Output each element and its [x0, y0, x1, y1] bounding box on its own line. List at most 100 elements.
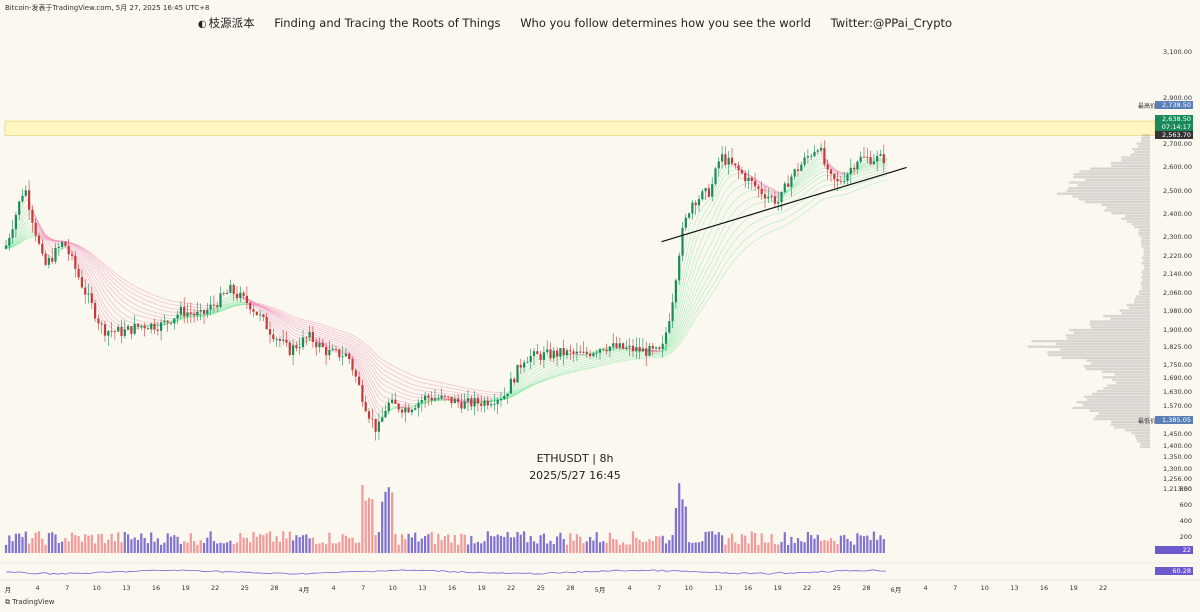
- volume-bar: [674, 507, 677, 553]
- volume-profile-bar: [1066, 337, 1150, 340]
- candle-body: [605, 349, 608, 352]
- ema-ribbon-line: [659, 195, 768, 352]
- candle-body: [381, 417, 384, 422]
- candle-body: [292, 345, 295, 355]
- volume-bar: [592, 540, 595, 553]
- candle-body: [153, 323, 156, 330]
- volume-bar: [235, 542, 239, 553]
- candle-body: [417, 402, 420, 409]
- x-axis-tick: 5月: [594, 586, 606, 594]
- volume-bar: [820, 540, 823, 553]
- y-axis-tick: 2,500.00: [1163, 186, 1192, 195]
- volume-bar: [763, 542, 767, 553]
- volume-bar: [602, 541, 605, 553]
- candle-body: [136, 323, 140, 327]
- candle-body: [133, 323, 136, 334]
- volume-profile-bar: [1084, 200, 1150, 204]
- volume-bar: [14, 533, 17, 553]
- candle-body: [790, 176, 793, 187]
- volume-bar: [661, 535, 664, 553]
- volume-profile-bar: [1137, 440, 1150, 443]
- volume-profile-bar: [1143, 248, 1150, 251]
- volume-bar: [348, 538, 351, 553]
- volume-profile-bar: [1101, 370, 1150, 373]
- candle-body: [414, 408, 417, 410]
- volume-bar: [711, 531, 714, 553]
- volume-bar: [671, 534, 674, 553]
- candle-body: [622, 343, 625, 349]
- x-axis-tick: 10: [388, 584, 397, 592]
- volume-profile-bar: [1119, 309, 1150, 312]
- candle-body: [176, 314, 179, 319]
- volume-profile-bar: [1110, 317, 1150, 321]
- ema-ribbon-line: [727, 163, 780, 200]
- x-axis-tick: 19: [1069, 584, 1078, 592]
- candle-body: [513, 378, 516, 383]
- volume-bar: [536, 543, 539, 553]
- volume-bar: [400, 534, 404, 553]
- candle-body: [202, 310, 206, 314]
- volume-bar: [542, 533, 545, 553]
- ema-ribbon-line: [661, 177, 747, 352]
- volume-bar: [308, 538, 311, 553]
- candle-body: [394, 399, 397, 404]
- volume-bar: [787, 544, 790, 553]
- volume-profile-bar: [1085, 178, 1150, 182]
- candle-body: [509, 378, 512, 394]
- candle-body: [820, 147, 823, 151]
- volume-bar: [859, 535, 862, 553]
- candle-body: [94, 303, 97, 319]
- y-axis-tick: 1,300.00: [1163, 464, 1192, 473]
- candle-body: [169, 322, 173, 324]
- candle-body: [268, 329, 272, 335]
- candle-body: [539, 354, 542, 360]
- volume-profile-bar: [1073, 173, 1150, 176]
- volume-bar: [532, 541, 536, 553]
- volume-bar: [757, 544, 760, 553]
- candle-body: [295, 345, 298, 349]
- candle-body: [532, 351, 536, 357]
- candle-body: [777, 202, 780, 204]
- volume-profile-bar: [1142, 134, 1150, 137]
- candle-body: [229, 285, 232, 293]
- ema-ribbon-line: [208, 303, 248, 309]
- candle-body: [631, 345, 635, 352]
- volume-bar: [47, 533, 50, 553]
- candle-body: [97, 318, 100, 324]
- volume-bar: [433, 543, 437, 553]
- ema-ribbon-line: [844, 164, 888, 176]
- candle-body: [721, 154, 724, 162]
- volume-profile-bar: [1134, 150, 1150, 154]
- candle-body: [734, 163, 737, 166]
- volume-bar: [18, 533, 21, 553]
- candle-body: [615, 343, 618, 348]
- current-price-tag: 2,638.50: [1155, 115, 1193, 123]
- volume-bar: [823, 540, 826, 553]
- volume-bar: [140, 533, 143, 553]
- volume-bar: [513, 537, 516, 553]
- candle-body: [648, 345, 651, 356]
- volume-profile-bar: [1121, 312, 1150, 315]
- ema-ribbon-line: [247, 303, 497, 398]
- volume-profile-bar: [1140, 442, 1150, 446]
- volume-bar: [496, 534, 499, 553]
- volume-bar: [575, 534, 578, 553]
- volume-bar: [691, 542, 694, 553]
- volume-profile-bar: [1110, 161, 1150, 165]
- candle-body: [400, 409, 404, 413]
- volume-profile-bar: [1068, 186, 1150, 190]
- volume-bar: [130, 539, 133, 553]
- volume-profile-bar: [1056, 192, 1150, 195]
- candle-body: [866, 156, 869, 158]
- volume-bar: [572, 540, 575, 553]
- volume-bar: [113, 541, 116, 553]
- volume-bar: [648, 539, 651, 553]
- volume-profile-bar: [1091, 392, 1150, 396]
- volume-bar: [457, 544, 460, 553]
- volume-bar: [559, 532, 562, 553]
- volume-bar: [110, 533, 113, 553]
- volume-bar: [127, 534, 130, 553]
- x-axis-tick: 7: [361, 584, 366, 592]
- candle-body: [684, 217, 687, 228]
